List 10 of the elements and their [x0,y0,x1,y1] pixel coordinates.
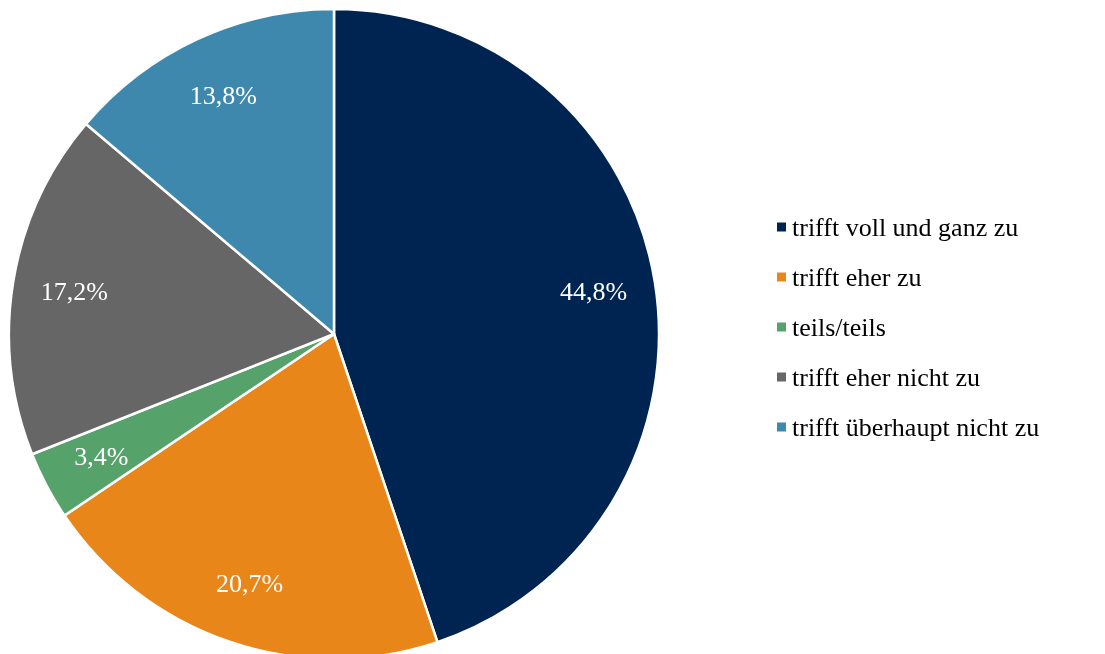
legend-label: trifft eher nicht zu [792,362,980,392]
legend-label: trifft voll und ganz zu [792,212,1019,242]
data-label: 3,4% [74,442,129,472]
data-label: 20,7% [215,568,284,598]
legend-label: trifft überhaupt nicht zu [792,412,1040,442]
legend-label: trifft eher zu [792,262,922,292]
legend-label: teils/teils [792,312,886,342]
data-label: 17,2% [40,277,109,307]
data-label: 44,8% [559,277,628,307]
data-label: 13,8% [189,80,257,110]
